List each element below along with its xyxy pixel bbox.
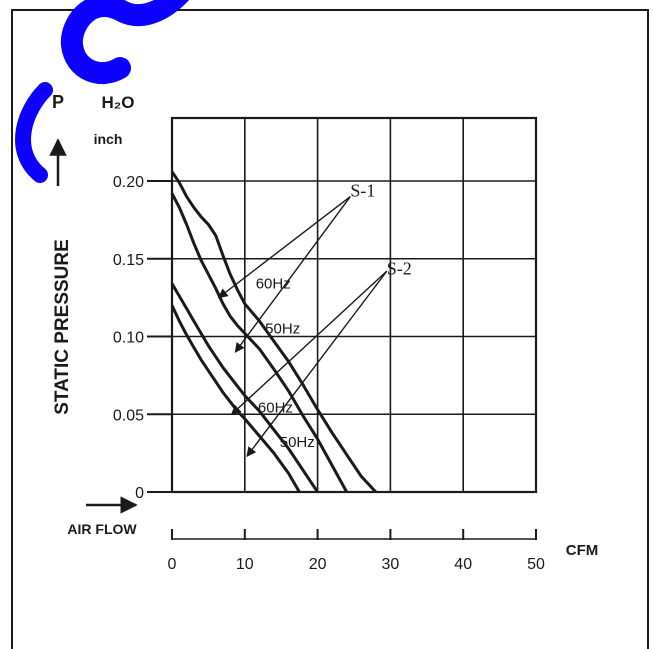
x-tick-label: 20 [309, 556, 327, 573]
x-tick-labels: 0 10 20 30 40 50 [168, 556, 545, 573]
x-tick-label: 40 [454, 556, 472, 573]
annotation-label: S-1 [350, 181, 375, 201]
annotation-label: 60Hz [256, 275, 291, 292]
curves [170, 170, 377, 494]
y-tick-label: 0.10 [113, 330, 144, 347]
plot-border [170, 116, 538, 494]
chart-frame [11, 9, 649, 649]
leader-arrow [246, 270, 388, 458]
x-tick-label: 50 [527, 556, 545, 573]
series-curve-1 [170, 170, 377, 494]
annotation-leaders [217, 195, 388, 458]
y-tick-label: 0 [135, 485, 144, 502]
y-axis-symbol: P [52, 92, 64, 112]
series-curve-4 [170, 304, 301, 493]
y-axis-unit: H₂O [101, 93, 134, 112]
series-curve-3 [170, 282, 319, 493]
y-tick-label: 0.20 [113, 174, 144, 191]
x-tick-label: 30 [382, 556, 400, 573]
y-tick-label: 0.15 [113, 252, 144, 269]
annotation-label: 60Hz [258, 400, 293, 417]
y-tick-label: 0.05 [113, 407, 144, 424]
watermark [15, 0, 189, 183]
annotation-label: 50Hz [280, 434, 315, 451]
x-tick-label: 0 [168, 556, 177, 573]
y-axis-label: STATIC PRESSURE [52, 239, 73, 415]
series-curve-2 [170, 192, 349, 493]
grid [172, 118, 536, 492]
x-tick-label: 10 [236, 556, 254, 573]
x-axis-ruler [171, 529, 537, 540]
x-axis-unit: CFM [566, 542, 599, 559]
leader-arrow [217, 195, 351, 299]
leader-arrow [234, 196, 351, 353]
annotation-label: S-2 [387, 258, 412, 278]
x-axis-label: AIR FLOW [67, 521, 137, 537]
leader-arrow [230, 270, 388, 415]
annotations: S-1 S-2 60Hz 50Hz 60Hz 50Hz [256, 181, 412, 451]
y-axis-unit-sub: inch [94, 131, 123, 147]
annotation-label: 50Hz [265, 320, 300, 337]
plot-area [170, 116, 538, 494]
y-tick-labels: 0.20 0.15 0.10 0.05 0 [113, 174, 172, 502]
